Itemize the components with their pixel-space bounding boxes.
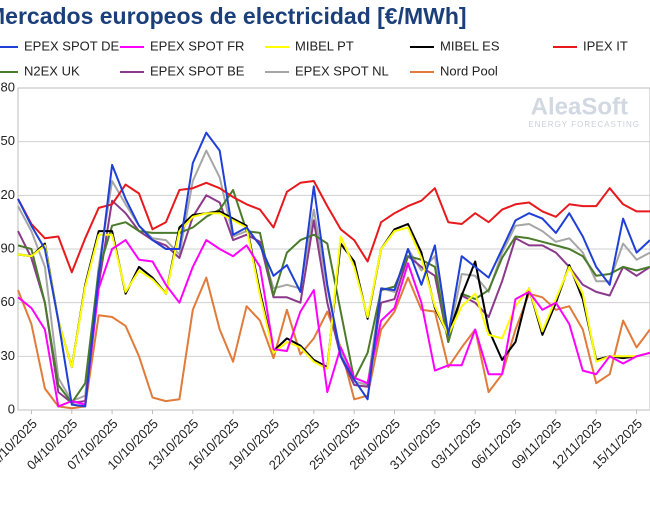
legend-label: MIBEL ES <box>440 38 500 53</box>
chart-title: Mercados europeos de electricidad [€/MWh… <box>0 3 467 29</box>
y-tick-label: 90 <box>1 240 15 255</box>
legend-label: MIBEL PT <box>295 38 354 53</box>
series-line <box>17 189 650 404</box>
series-line <box>17 180 650 274</box>
legend-label: Nord Pool <box>440 63 498 78</box>
y-tick-label: 60 <box>1 294 15 309</box>
legend-label: EPEX SPOT FR <box>150 38 244 53</box>
legend-label: EPEX SPOT NL <box>295 63 389 78</box>
y-tick-label: 120 <box>0 187 15 202</box>
logo-tagline: ENERGY FORECASTING <box>528 120 640 129</box>
legend-label: EPEX SPOT DE <box>24 38 119 53</box>
series-line <box>17 131 650 408</box>
legend-label: N2EX UK <box>24 63 80 78</box>
logo-text: AleaSoft <box>531 93 628 120</box>
legend-label: IPEX IT <box>583 38 628 53</box>
series-line <box>17 239 650 408</box>
series-line <box>17 194 650 404</box>
plot-frame <box>17 87 650 411</box>
y-tick-label: 0 <box>8 401 15 416</box>
y-tick-label: 30 <box>1 348 15 363</box>
y-tick-label: 180 <box>0 79 15 94</box>
y-tick-label: 150 <box>0 133 15 148</box>
series-line <box>17 212 650 370</box>
legend-label: EPEX SPOT BE <box>150 63 245 78</box>
